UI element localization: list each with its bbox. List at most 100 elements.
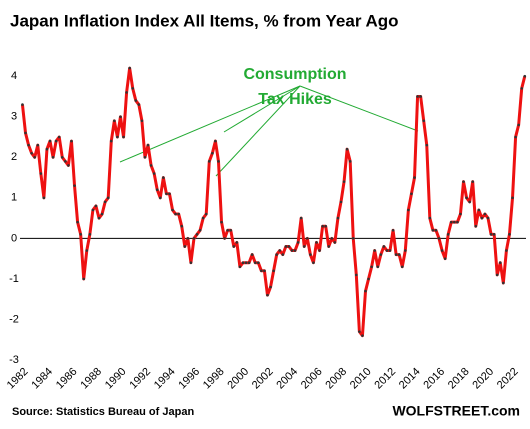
point <box>489 233 493 236</box>
point <box>520 87 524 90</box>
annotation-line <box>223 85 301 133</box>
point <box>382 245 386 248</box>
point <box>70 139 73 143</box>
point <box>388 249 392 252</box>
point <box>459 212 462 216</box>
annotation-arrows <box>119 85 419 177</box>
point <box>94 204 98 208</box>
point <box>192 237 196 240</box>
point <box>109 139 113 143</box>
point <box>223 237 226 240</box>
point <box>152 172 156 175</box>
point <box>217 160 220 163</box>
point <box>85 249 89 252</box>
point <box>505 249 508 252</box>
point <box>97 216 101 220</box>
x-tick-label: 1996 <box>176 366 202 392</box>
point <box>440 249 444 252</box>
x-tick-label: 2022 <box>495 366 521 392</box>
point <box>73 184 76 187</box>
point <box>394 253 398 256</box>
point <box>330 237 334 240</box>
chart-title: Japan Inflation Index All Items, % from … <box>10 11 399 30</box>
point <box>373 249 376 252</box>
point <box>437 237 441 240</box>
x-tick-label: 1990 <box>103 366 129 392</box>
point <box>33 155 37 159</box>
y-tick-label: 3 <box>11 111 17 123</box>
point <box>64 160 67 163</box>
point <box>446 233 450 236</box>
point <box>428 216 432 220</box>
point <box>241 261 245 265</box>
point <box>391 228 395 232</box>
point <box>30 151 33 155</box>
point <box>253 261 257 265</box>
point <box>165 192 168 196</box>
x-tick-label: 2020 <box>470 366 496 392</box>
point <box>232 245 236 248</box>
point <box>287 245 291 248</box>
point <box>186 237 190 240</box>
point <box>76 220 79 224</box>
point <box>67 164 70 167</box>
point <box>260 269 263 273</box>
point <box>355 273 358 277</box>
point <box>309 253 312 256</box>
x-tick-label: 2004 <box>274 366 300 392</box>
y-tick-label: 0 <box>11 232 17 244</box>
point <box>88 233 92 236</box>
point <box>250 253 254 256</box>
x-tick-label: 2008 <box>323 366 349 392</box>
point <box>177 212 180 216</box>
point <box>431 228 435 232</box>
point <box>468 200 471 204</box>
point <box>198 228 202 232</box>
y-tick-label: -3 <box>9 354 19 366</box>
point <box>103 200 107 204</box>
point <box>379 253 383 256</box>
point <box>517 123 520 127</box>
point <box>443 257 447 260</box>
point <box>306 237 309 240</box>
point <box>290 249 294 252</box>
point <box>91 208 95 212</box>
point <box>471 180 475 183</box>
watermark: WOLFSTREET.com <box>392 403 520 419</box>
point <box>214 139 217 143</box>
point <box>465 196 468 200</box>
point <box>511 196 514 200</box>
point <box>480 216 484 220</box>
point <box>116 135 119 139</box>
point <box>201 216 205 220</box>
point <box>122 135 125 139</box>
point <box>434 228 438 232</box>
point <box>281 253 285 256</box>
point <box>385 249 389 252</box>
point <box>256 261 260 265</box>
point <box>339 200 343 204</box>
x-tick-label: 1992 <box>127 366 153 392</box>
point <box>327 245 331 248</box>
point <box>315 241 318 244</box>
point <box>312 261 315 265</box>
point <box>523 74 527 78</box>
point <box>456 220 459 224</box>
point <box>296 241 300 244</box>
point <box>293 249 297 252</box>
point <box>275 253 278 256</box>
point <box>189 261 193 265</box>
point <box>27 143 30 147</box>
point <box>495 273 499 277</box>
point <box>131 87 135 90</box>
point <box>462 180 465 183</box>
point <box>140 119 144 123</box>
source: Source: Statistics Bureau of Japan <box>12 406 194 418</box>
x-tick-label: 2016 <box>421 366 447 392</box>
point <box>486 216 490 220</box>
point <box>483 212 487 216</box>
annotation-line <box>299 85 419 132</box>
point <box>180 224 184 228</box>
